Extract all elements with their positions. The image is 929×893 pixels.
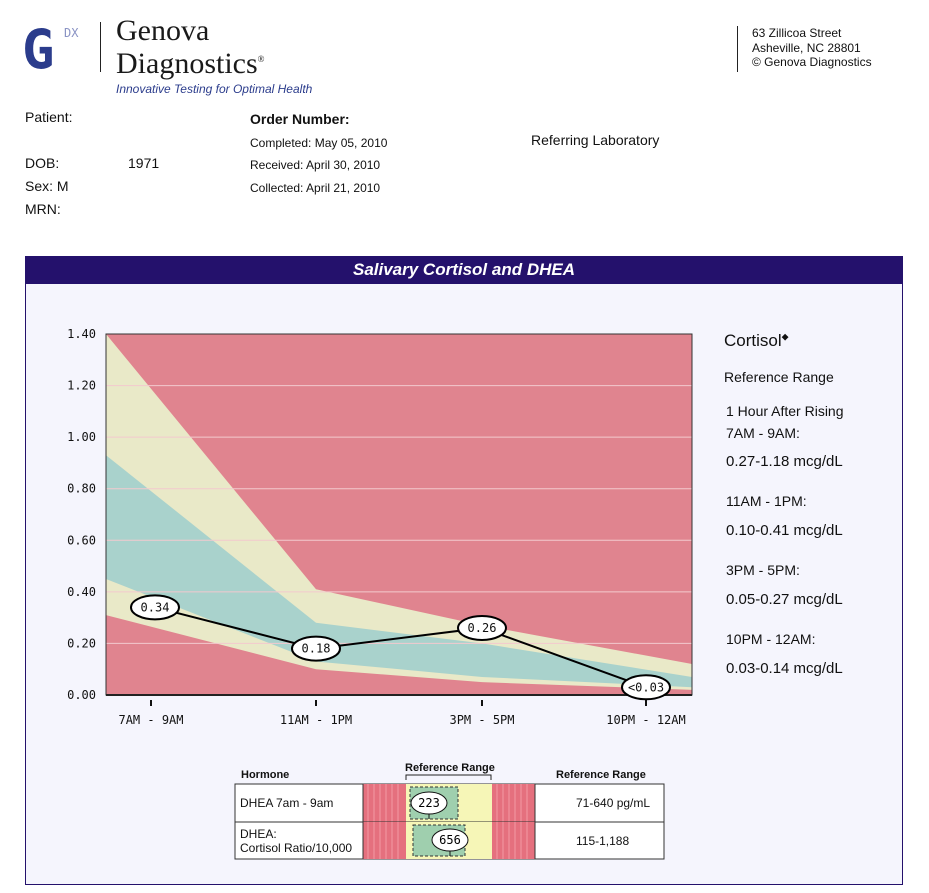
- data-point-marker: [457, 614, 507, 641]
- brand-name-line2: Diagnostics®: [116, 44, 265, 79]
- address-street: 63 Zillicoa Street: [752, 26, 842, 40]
- received-date: Received: April 30, 2010: [250, 158, 381, 172]
- dhea-row-1-stripes: [367, 784, 528, 822]
- side-p4-label: 10PM - 12AM:: [726, 631, 816, 647]
- logo-letter: G: [22, 22, 55, 72]
- data-point-label: 0.18: [302, 642, 331, 656]
- y-tick-label: 1.00: [67, 430, 96, 444]
- data-point-label: 0.26: [468, 621, 497, 635]
- x-tick-label: 3PM - 5PM: [449, 713, 514, 727]
- series-line: [154, 606, 647, 689]
- mrn-label: MRN:: [25, 201, 61, 217]
- address-divider: [737, 26, 738, 72]
- y-tick-label: 1.40: [67, 327, 96, 341]
- dhea-row-2-name-2: Cortisol Ratio/10,000: [240, 841, 353, 855]
- cortisol-title-text: Cortisol: [724, 331, 782, 350]
- side-ref-heading: Reference Range: [724, 369, 834, 385]
- brand-line2-text: Diagnostics: [116, 47, 258, 80]
- dob-value: 1971: [128, 155, 160, 171]
- range-bar-header: Reference Range: [405, 762, 495, 774]
- y-tick-label: 0.60: [67, 533, 96, 547]
- side-p4-range: 0.03-0.14 mcg/dL: [726, 660, 843, 677]
- y-tick-label: 0.80: [67, 482, 96, 496]
- side-p2-range: 0.10-0.41 mcg/dL: [726, 522, 843, 539]
- logo-sup: DX: [64, 26, 79, 40]
- cortisol-side-title: Cortisol◆: [724, 331, 789, 351]
- dhea-row-2-name: DHEA:: [240, 827, 277, 841]
- order-number-label: Order Number:: [250, 111, 350, 127]
- side-p2-label: 11AM - 1PM:: [726, 493, 807, 509]
- registered-mark: ®: [257, 54, 265, 64]
- genova-logo-icon: G DX: [22, 22, 92, 72]
- logo-divider: [100, 22, 101, 72]
- dhea-row-2-stripes: [367, 822, 528, 859]
- tagline: Innovative Testing for Optimal Health: [116, 82, 313, 96]
- y-tick-label: 0.00: [67, 688, 96, 702]
- side-p3-range: 0.05-0.27 mcg/dL: [726, 591, 843, 608]
- x-tick-label: 10PM - 12AM: [606, 713, 685, 727]
- y-tick-label: 1.20: [67, 379, 96, 393]
- data-point-marker: [130, 594, 180, 621]
- address-city: Asheville, NC 28801: [752, 40, 861, 55]
- diamond-icon: ◆: [781, 331, 789, 342]
- collected-date: Collected: April 21, 2010: [250, 181, 381, 195]
- completed-date: Completed: May 05, 2010: [250, 136, 388, 150]
- dhea-row-1-range: 71-640 pg/mL: [576, 796, 651, 810]
- x-tick-label: 11AM - 1PM: [280, 713, 352, 727]
- side-p1-line1: 1 Hour After Rising: [726, 403, 844, 419]
- chart-band-optimal: [106, 455, 692, 688]
- dhea-row-1-name: DHEA 7am - 9am: [240, 796, 334, 810]
- data-point-label: 0.34: [141, 600, 170, 614]
- hormone-header: Hormone: [241, 769, 290, 781]
- dhea-row-2-value: 656: [439, 833, 461, 847]
- y-tick-label: 0.20: [67, 636, 96, 650]
- y-tick-label: 0.40: [67, 585, 96, 599]
- referring-laboratory: Referring Laboratory: [531, 132, 660, 148]
- range-header: Reference Range: [556, 769, 646, 781]
- patient-label: Patient:: [25, 109, 73, 125]
- dhea-row-1-value: 223: [418, 796, 440, 810]
- data-point-marker: [291, 635, 341, 662]
- side-p1-range: 0.27-1.18 mcg/dL: [726, 453, 843, 470]
- side-p3-label: 3PM - 5PM:: [726, 562, 800, 578]
- address-copyright: © Genova Diagnostics: [752, 55, 872, 69]
- data-point-marker: [621, 674, 671, 701]
- side-p1-line2: 7AM - 9AM:: [726, 425, 800, 441]
- x-tick-label: 7AM - 9AM: [118, 713, 183, 727]
- lab-address: 63 Zillicoa Street Asheville, NC 28801 ©…: [752, 26, 872, 70]
- panel-title: Salivary Cortisol and DHEA: [25, 256, 903, 284]
- brand-name-line1: Genova: [116, 14, 210, 47]
- sex-label: Sex: M: [25, 178, 69, 194]
- data-point-label: <0.03: [628, 680, 664, 694]
- dob-label: DOB:: [25, 155, 60, 171]
- dhea-row-2-range: 115-1,188: [576, 834, 630, 848]
- range-bracket: [405, 774, 492, 780]
